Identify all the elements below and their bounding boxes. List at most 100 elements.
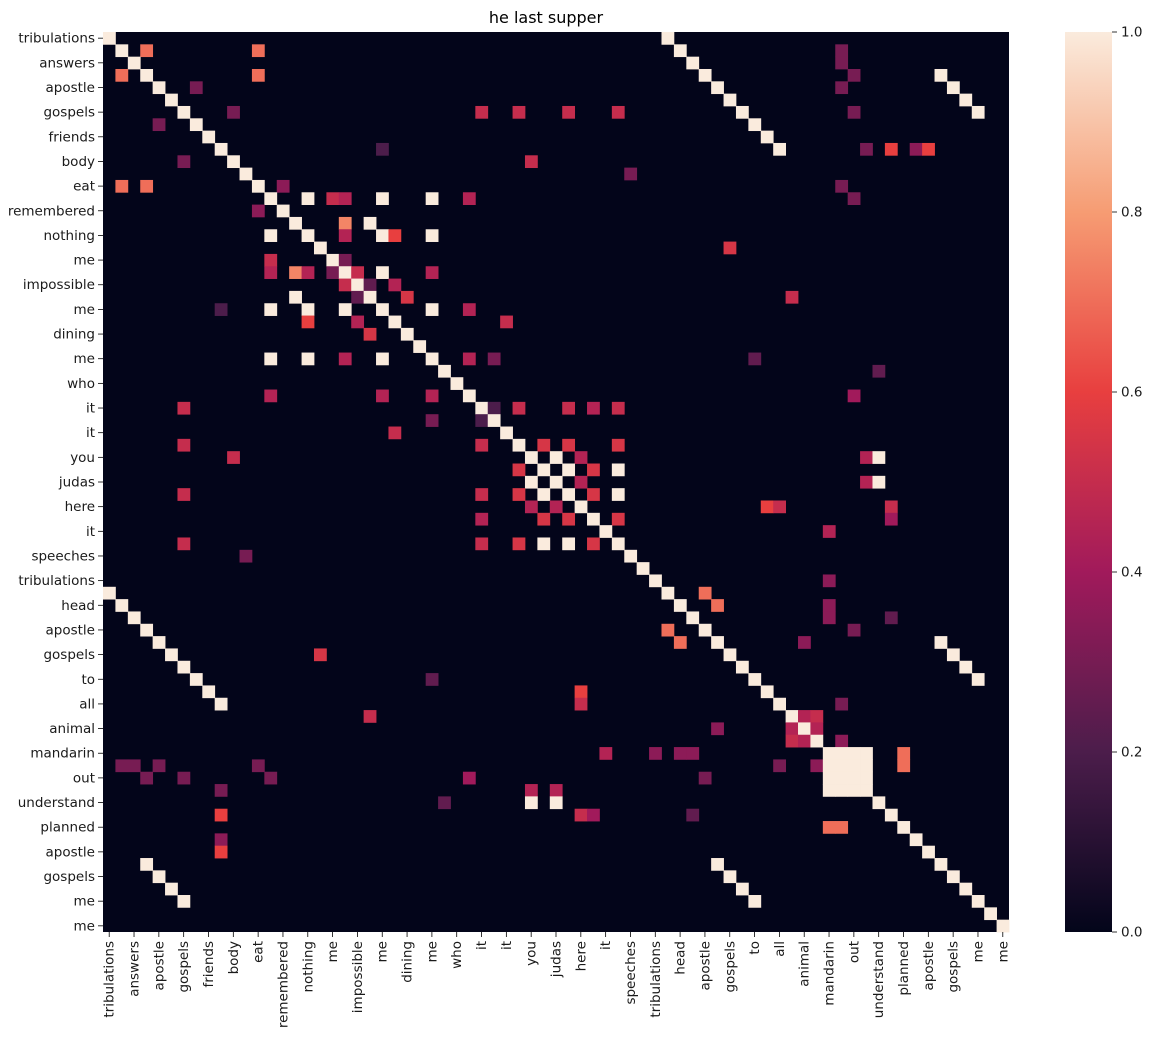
heatmap-cell: [165, 883, 178, 896]
heatmap-cell: [624, 550, 637, 563]
heatmap-cell: [575, 698, 588, 711]
heatmap-cell: [277, 205, 290, 218]
x-tick-label: gospels: [722, 941, 738, 993]
heatmap-cell: [240, 168, 253, 181]
heatmap-cell: [525, 796, 538, 809]
heatmap-cell: [686, 611, 699, 624]
heatmap-cell: [872, 451, 885, 464]
y-tick-label: nothing: [43, 228, 95, 244]
heatmap-cell: [699, 624, 712, 637]
x-tick-label: judas: [549, 941, 565, 978]
heatmap-cell: [289, 266, 302, 279]
heatmap-cell: [575, 476, 588, 489]
heatmap-cell: [264, 254, 277, 267]
y-tick-label: judas: [58, 475, 95, 491]
heatmap-cell: [910, 833, 923, 846]
heatmap-cell: [475, 106, 488, 119]
heatmap-cell: [835, 81, 848, 94]
heatmap-cell: [885, 143, 898, 156]
heatmap-cell: [525, 476, 538, 489]
heatmap-cell: [736, 106, 749, 119]
heatmap-cell: [376, 229, 389, 242]
heatmap-cell: [289, 291, 302, 304]
heatmap-cell: [364, 279, 377, 292]
heatmap-cell: [872, 365, 885, 378]
x-tick-label: me: [375, 941, 391, 962]
y-tick-label: tribulations: [18, 573, 95, 589]
heatmap-cell: [525, 451, 538, 464]
heatmap-cell: [786, 722, 799, 735]
heatmap-cell: [339, 266, 352, 279]
heatmap-cell: [724, 242, 737, 255]
x-tick-label: head: [673, 941, 689, 975]
heatmap-cell: [215, 303, 228, 316]
heatmap-cell: [215, 784, 228, 797]
heatmap-cell: [575, 685, 588, 698]
heatmap-cell: [451, 377, 464, 390]
heatmap-cell: [724, 648, 737, 661]
heatmap-cell: [860, 772, 873, 785]
heatmap-cell: [699, 69, 712, 82]
heatmap-cell: [823, 599, 836, 612]
heatmap-cell: [661, 587, 674, 600]
heatmap-cell: [128, 759, 141, 772]
heatmap-cell: [848, 624, 861, 637]
heatmap-cell: [711, 599, 724, 612]
heatmap-cell: [860, 451, 873, 464]
heatmap-cell: [661, 32, 674, 45]
heatmap-cell: [302, 266, 315, 279]
heatmap-cell: [860, 476, 873, 489]
heatmap-cell: [302, 303, 315, 316]
heatmap-cell: [227, 451, 240, 464]
heatmap-cell: [835, 821, 848, 834]
heatmap-cell: [339, 303, 352, 316]
y-tick-label: apostle: [46, 844, 96, 860]
heatmap-cell: [984, 907, 997, 920]
heatmap-cell: [612, 488, 625, 501]
colorbar-ticks: 0.0 0.2 0.4 0.6 0.8 1.0: [1112, 25, 1142, 941]
heatmap-cell: [612, 537, 625, 550]
heatmap-cell: [810, 710, 823, 723]
heatmap-cell: [438, 365, 451, 378]
heatmap-cell: [376, 143, 389, 156]
heatmap-cell: [599, 525, 612, 538]
heatmap-cell: [537, 513, 550, 526]
heatmap-cell: [835, 57, 848, 70]
heatmap-cell: [513, 488, 526, 501]
heatmap-cell: [388, 427, 401, 440]
heatmap-cell: [711, 722, 724, 735]
heatmap-cell: [426, 303, 439, 316]
heatmap-cell: [959, 661, 972, 674]
heatmap-cell: [612, 464, 625, 477]
heatmap-cell: [897, 821, 910, 834]
heatmap-cell: [624, 168, 637, 181]
heatmap-cell: [587, 537, 600, 550]
heatmap-cell: [537, 537, 550, 550]
heatmap-cell: [748, 895, 761, 908]
heatmap-cells: [103, 32, 1009, 932]
heatmap-cell: [587, 513, 600, 526]
x-tick-label: me: [424, 941, 440, 962]
y-tick-label: you: [70, 450, 95, 466]
y-tick-label: me: [74, 351, 95, 367]
heatmap-cell: [835, 747, 848, 760]
heatmap-cell: [724, 94, 737, 107]
heatmap-cell: [153, 81, 166, 94]
heatmap-cell: [885, 500, 898, 513]
heatmap-cell: [550, 451, 563, 464]
heatmap-cell: [587, 402, 600, 415]
heatmap-cell: [177, 772, 190, 785]
heatmap-cell: [798, 710, 811, 723]
heatmap-cell: [376, 192, 389, 205]
x-tick-label: it: [499, 941, 515, 950]
heatmap-cell: [500, 427, 513, 440]
y-tick-label: head: [61, 598, 95, 614]
y-tick-label: all: [79, 696, 95, 712]
x-tick-label: me: [970, 941, 986, 962]
x-tick-label: it: [474, 941, 490, 950]
y-tick-label: dining: [53, 327, 95, 343]
colorbar-tick-label: 0.8: [1121, 205, 1142, 221]
heatmap-cell: [773, 698, 786, 711]
heatmap-cell: [364, 710, 377, 723]
y-tick-label: out: [73, 770, 95, 786]
